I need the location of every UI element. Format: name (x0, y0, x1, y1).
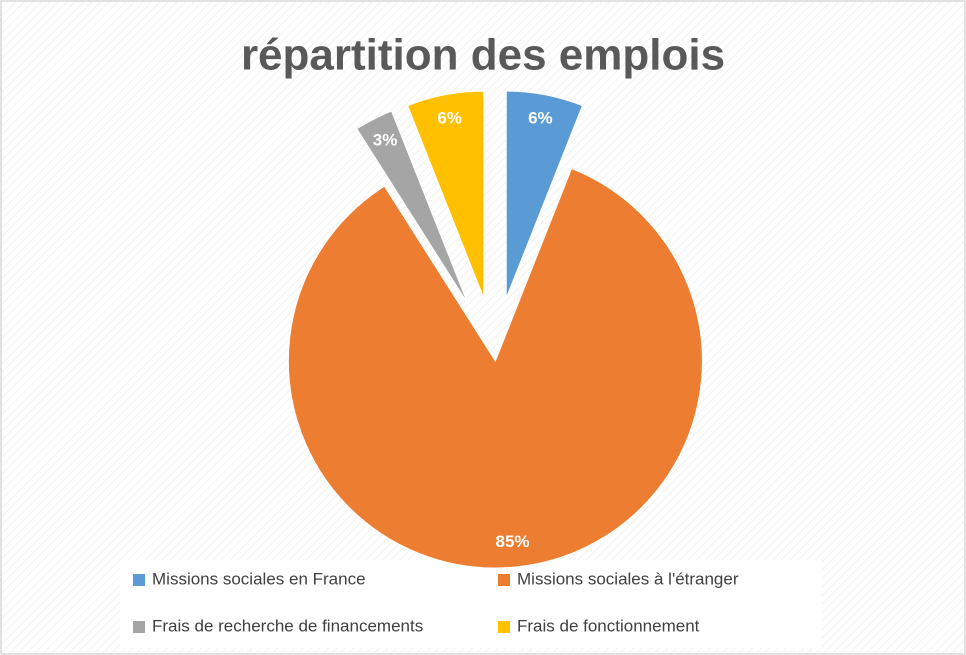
legend-swatch (498, 574, 510, 586)
legend-label: Missions sociales en France (152, 569, 366, 588)
legend-swatch (498, 621, 510, 633)
data-label: 6% (437, 109, 462, 128)
pie-slice (505, 90, 584, 299)
data-label: 3% (373, 131, 398, 150)
chart-title: répartition des emplois (241, 31, 725, 80)
pie-slice (406, 90, 485, 299)
data-label: 6% (528, 109, 553, 128)
legend-box (120, 560, 822, 648)
pie-slice (287, 167, 703, 569)
pie-slice (356, 110, 469, 304)
legend-swatch (133, 574, 145, 586)
legend-swatch (133, 621, 145, 633)
legend-label: Missions sociales à l'étranger (517, 569, 739, 588)
legend-label: Frais de recherche de financements (152, 616, 423, 635)
legend-label: Frais de fonctionnement (517, 616, 700, 635)
data-label: 85% (496, 532, 530, 551)
